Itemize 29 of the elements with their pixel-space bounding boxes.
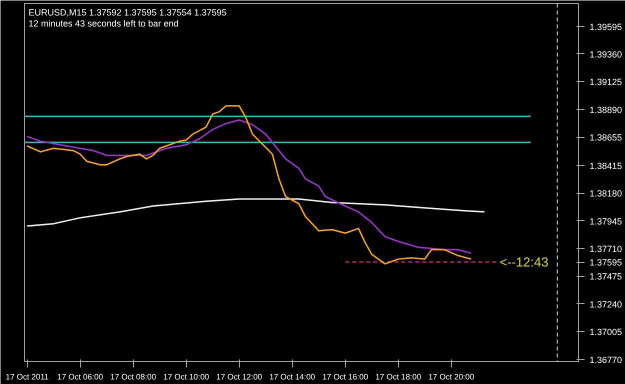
x-tick-label: 17 Oct 18:00 [375, 372, 422, 382]
y-tick-label: 1.37945 [590, 216, 622, 226]
y-tick-label: 1.37005 [590, 327, 622, 338]
x-tick-label: 17 Oct 20:00 [428, 372, 475, 382]
y-tick-label: 1.37240 [590, 299, 622, 310]
line-series [26, 119, 472, 254]
x-tick-label: 17 Oct 16:00 [322, 372, 369, 382]
x-tick-label: 17 Oct 10:00 [163, 372, 210, 382]
annotation: <--12:43 [500, 254, 548, 270]
y-tick-label: 1.38180 [590, 188, 622, 199]
text: 12 minutes 43 seconds left to bar end [28, 18, 179, 28]
y-tick-label: 1.37595 [590, 258, 622, 268]
x-tick-label: 17 Oct 14:00 [269, 372, 316, 382]
line-series [26, 198, 486, 227]
y-tick-label: 1.36770 [590, 354, 622, 365]
y-tick-label: 1.38890 [590, 104, 622, 115]
x-tick-label: 17 Oct 08:00 [110, 372, 157, 382]
line-series [26, 105, 472, 265]
y-tick-label: 1.39595 [590, 22, 622, 32]
x-tick-label: 17 Oct 12:00 [216, 372, 263, 382]
y-tick-label: 1.39360 [590, 49, 622, 60]
y-tick-label: 1.38655 [590, 132, 622, 143]
y-tick-label: 1.37475 [590, 272, 622, 282]
y-tick-label: 1.39125 [590, 77, 622, 88]
y-tick-label: 1.37710 [590, 244, 622, 254]
y-tick-label: 1.38415 [590, 160, 622, 171]
chart-title: EURUSD,M15 1.37592 1.37595 1.37554 1.37595 [28, 8, 227, 18]
x-tick-label: 17 Oct 06:00 [57, 372, 104, 382]
x-tick-label: 17 Oct 2011 [6, 372, 50, 382]
